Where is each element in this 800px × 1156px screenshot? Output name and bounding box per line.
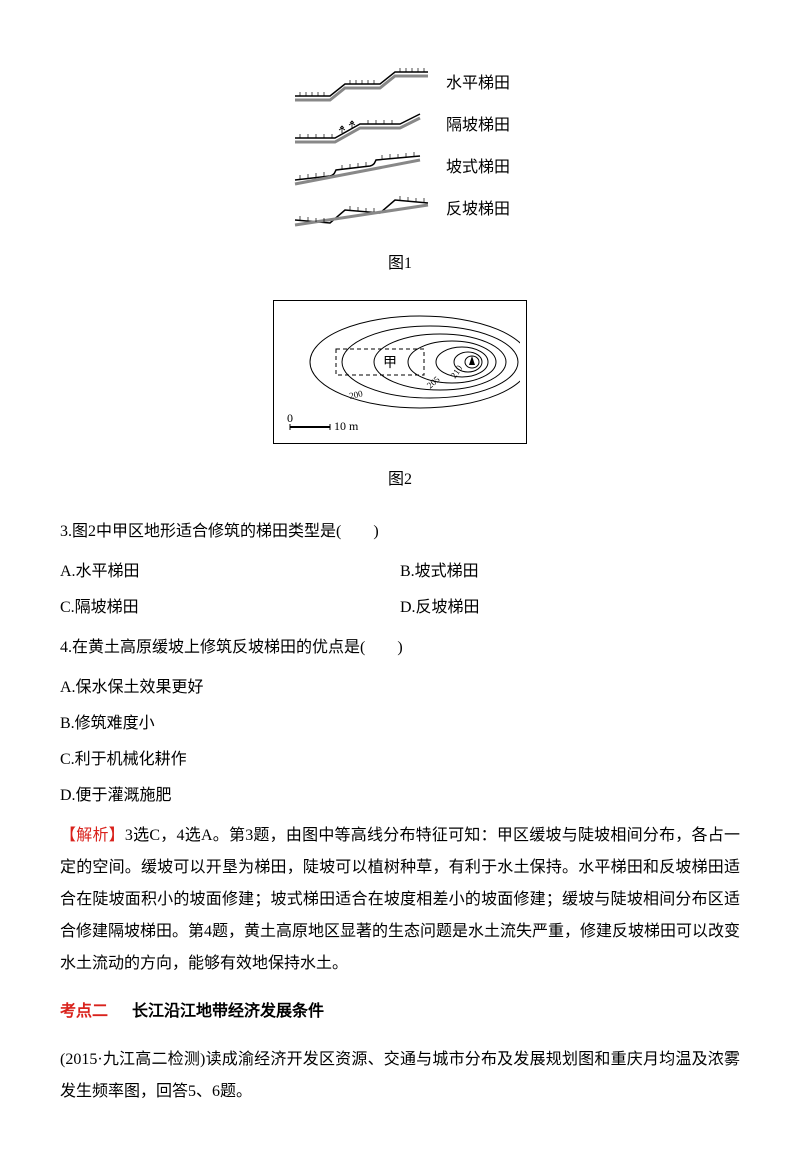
figure1-container: 水平梯田 隔坡梯田 bbox=[60, 60, 740, 280]
terrace-row-horizontal: 水平梯田 bbox=[290, 66, 510, 102]
q4-option-b: B.修筑难度小 bbox=[60, 708, 740, 740]
svg-text:10 m: 10 m bbox=[334, 419, 359, 433]
q3-option-c: C.隔坡梯田 bbox=[60, 592, 400, 624]
terrace-label-separated: 隔坡梯田 bbox=[446, 110, 510, 142]
q3-option-b: B.坡式梯田 bbox=[400, 556, 740, 588]
q3-option-a: A.水平梯田 bbox=[60, 556, 400, 588]
terrace-label-horizontal: 水平梯田 bbox=[446, 68, 510, 100]
terrace-svg-horizontal bbox=[290, 66, 430, 102]
q3-options-row2: C.隔坡梯田 D.反坡梯田 bbox=[60, 592, 740, 624]
terrace-diagram: 水平梯田 隔坡梯田 bbox=[290, 60, 510, 234]
q3-stem: 3.图2中甲区地形适合修筑的梯田类型是( ) bbox=[60, 516, 740, 548]
contour-svg: 甲 200 205 210 0 10 m bbox=[280, 307, 520, 437]
terrace-svg-sloped bbox=[290, 150, 430, 186]
svg-text:205: 205 bbox=[425, 374, 442, 391]
analysis-label: 【解析】 bbox=[60, 827, 125, 844]
analysis-text: 3选C，4选A。第3题，由图中等高线分布特征可知：甲区缓坡与陡坡相间分布，各占一… bbox=[60, 827, 740, 972]
terrace-row-sloped: 坡式梯田 bbox=[290, 150, 510, 186]
topic-label: 考点二 bbox=[60, 1003, 108, 1020]
terrace-svg-separated bbox=[290, 108, 430, 144]
terrace-label-sloped: 坡式梯田 bbox=[446, 152, 510, 184]
figure2-caption: 图2 bbox=[60, 464, 740, 496]
q4-option-d: D.便于灌溉施肥 bbox=[60, 780, 740, 812]
terrace-row-reverse: 反坡梯田 bbox=[290, 192, 510, 228]
q3-option-d: D.反坡梯田 bbox=[400, 592, 740, 624]
contour-map-box: 甲 200 205 210 0 10 m bbox=[273, 300, 527, 444]
svg-text:210: 210 bbox=[448, 363, 464, 380]
topic-title: 长江沿江地带经济发展条件 bbox=[132, 1003, 324, 1020]
figure2-container: 甲 200 205 210 0 10 m 图2 bbox=[60, 300, 740, 496]
q3-options-row1: A.水平梯田 B.坡式梯田 bbox=[60, 556, 740, 588]
terrace-label-reverse: 反坡梯田 bbox=[446, 194, 510, 226]
jia-label-text: 甲 bbox=[383, 356, 397, 371]
terrace-svg-reverse bbox=[290, 192, 430, 228]
topic-line: 考点二 长江沿江地带经济发展条件 bbox=[60, 996, 740, 1028]
figure1-caption: 图1 bbox=[60, 248, 740, 280]
q4-option-c: C.利于机械化耕作 bbox=[60, 744, 740, 776]
svg-text:0: 0 bbox=[287, 411, 293, 425]
analysis-paragraph: 【解析】3选C，4选A。第3题，由图中等高线分布特征可知：甲区缓坡与陡坡相间分布… bbox=[60, 820, 740, 980]
q56-intro: (2015·九江高二检测)读成渝经济开发区资源、交通与城市分布及发展规划图和重庆… bbox=[60, 1044, 740, 1108]
q4-option-a: A.保水保土效果更好 bbox=[60, 672, 740, 704]
q4-stem: 4.在黄土高原缓坡上修筑反坡梯田的优点是( ) bbox=[60, 632, 740, 664]
svg-text:200: 200 bbox=[348, 388, 364, 401]
terrace-row-separated: 隔坡梯田 bbox=[290, 108, 510, 144]
